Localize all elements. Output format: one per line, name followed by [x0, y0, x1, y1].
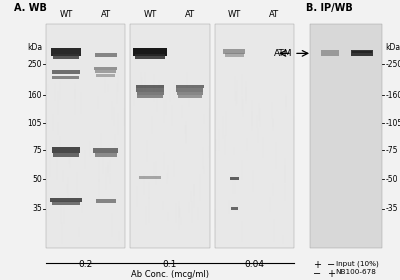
Text: AT: AT: [269, 10, 279, 19]
Text: 35: 35: [32, 204, 42, 213]
Bar: [95, 53, 116, 57]
Text: -35: -35: [385, 204, 398, 213]
Bar: [231, 207, 238, 210]
Text: 75: 75: [32, 146, 42, 155]
Bar: [137, 95, 163, 98]
Bar: [53, 153, 79, 157]
Bar: [136, 85, 164, 88]
Text: Input (10%): Input (10%): [336, 260, 378, 267]
Bar: [176, 85, 204, 88]
Bar: [52, 70, 80, 74]
Text: 0.04: 0.04: [244, 260, 264, 269]
Bar: [310, 24, 382, 248]
Bar: [230, 177, 239, 180]
Bar: [53, 54, 79, 59]
Text: WT: WT: [228, 10, 241, 19]
Text: +: +: [313, 260, 321, 270]
Text: 160: 160: [28, 91, 42, 100]
Text: B. IP/WB: B. IP/WB: [306, 3, 353, 13]
Text: AT: AT: [100, 10, 111, 19]
Text: WT: WT: [59, 10, 72, 19]
Bar: [52, 201, 80, 205]
Text: ATM: ATM: [274, 49, 293, 58]
Bar: [135, 54, 165, 59]
Bar: [214, 24, 294, 248]
Bar: [96, 199, 116, 203]
Bar: [352, 51, 372, 53]
Bar: [46, 24, 126, 248]
Text: −: −: [313, 269, 321, 279]
Text: 250: 250: [28, 60, 42, 69]
Text: NB100-678: NB100-678: [336, 269, 376, 275]
Text: -75: -75: [385, 146, 398, 155]
Bar: [95, 153, 116, 157]
Bar: [351, 50, 373, 57]
Text: -50: -50: [385, 175, 398, 184]
Bar: [178, 95, 202, 98]
Bar: [133, 48, 167, 56]
Bar: [52, 76, 79, 79]
Bar: [94, 67, 117, 70]
Text: 0.1: 0.1: [163, 260, 177, 269]
Bar: [177, 92, 203, 95]
Bar: [136, 88, 164, 92]
Bar: [95, 70, 116, 73]
Bar: [224, 49, 245, 54]
Bar: [52, 147, 80, 153]
Bar: [51, 48, 81, 56]
Bar: [321, 50, 339, 57]
Bar: [225, 53, 244, 57]
Text: kDa: kDa: [385, 43, 400, 52]
Bar: [137, 92, 164, 95]
Text: 105: 105: [28, 119, 42, 128]
Text: Ab Conc. (mcg/ml): Ab Conc. (mcg/ml): [131, 270, 209, 279]
Text: kDa: kDa: [27, 43, 42, 52]
Text: AT: AT: [185, 10, 195, 19]
Text: A. WB: A. WB: [14, 3, 47, 13]
Bar: [130, 24, 210, 248]
Text: WT: WT: [144, 10, 157, 19]
Bar: [96, 74, 115, 77]
Text: -105: -105: [385, 119, 400, 128]
Text: -160: -160: [385, 91, 400, 100]
Bar: [139, 176, 161, 179]
Bar: [50, 198, 82, 202]
Text: -250: -250: [385, 60, 400, 69]
Bar: [176, 88, 203, 92]
Text: +: +: [327, 269, 335, 279]
Text: 50: 50: [32, 175, 42, 184]
Text: −: −: [327, 260, 335, 270]
Text: 0.2: 0.2: [79, 260, 93, 269]
Bar: [93, 148, 118, 153]
